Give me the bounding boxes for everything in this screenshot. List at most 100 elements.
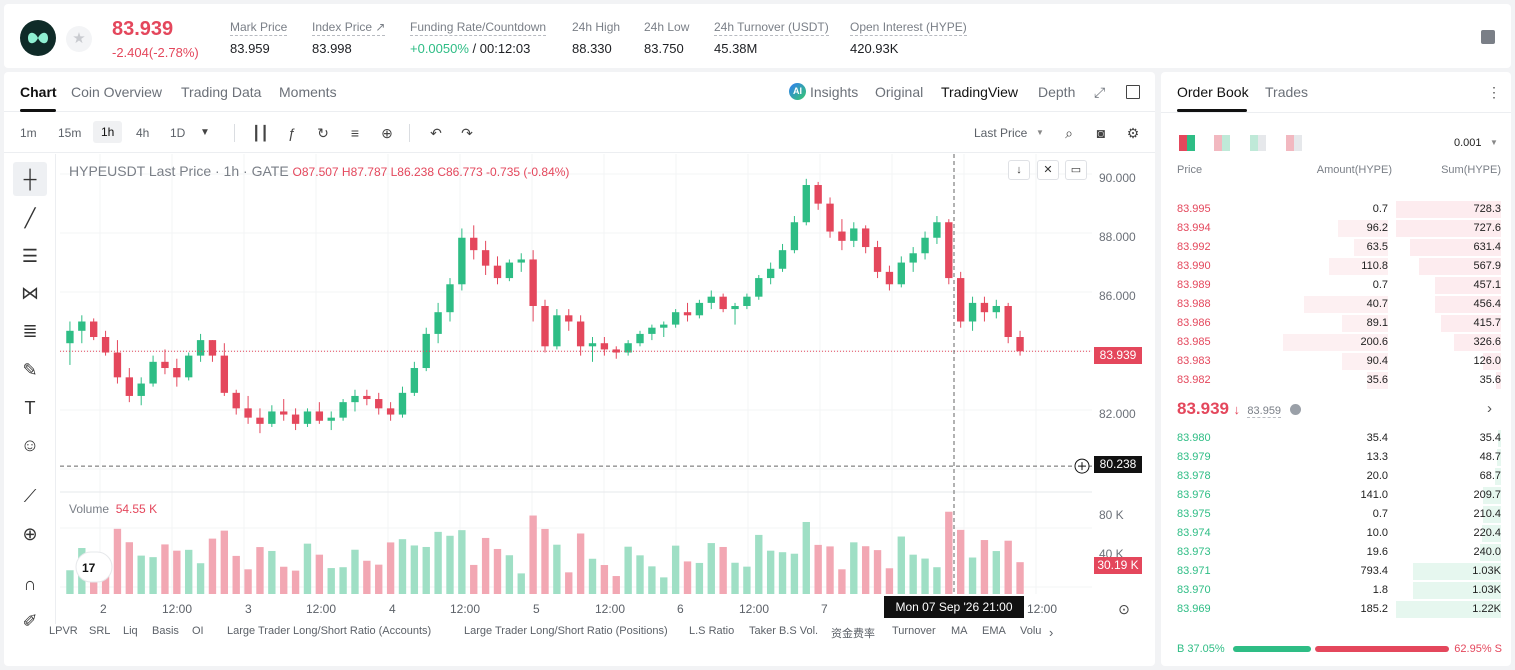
template-icon[interactable]: ≡ [350, 125, 360, 141]
ask-row[interactable]: 83.988 40.7 456.4 [1161, 295, 1511, 314]
indicator-item[interactable]: Liq [123, 625, 138, 637]
indicator-item[interactable]: OI [192, 625, 204, 637]
timeframe-1d[interactable]: 1D [170, 126, 186, 140]
collapse-icon[interactable]: ✕ [1037, 160, 1059, 180]
chevron-down-icon[interactable]: ▼ [1490, 138, 1498, 147]
ask-row[interactable]: 83.995 0.7 728.3 [1161, 200, 1511, 219]
stat-index-price[interactable]: Index Price ↗ 83.998 [312, 20, 386, 56]
bid-row[interactable]: 83.976 141.0 209.7 [1161, 486, 1511, 505]
indicator-item[interactable]: EMA [982, 625, 1006, 637]
tab-trades[interactable]: Trades [1265, 84, 1309, 100]
bid-row[interactable]: 83.975 0.7 210.4 [1161, 505, 1511, 524]
bid-row[interactable]: 83.970 1.8 1.03K [1161, 581, 1511, 600]
camera-icon[interactable]: ◙ [1096, 125, 1106, 141]
tab-moments[interactable]: Moments [279, 84, 337, 100]
horizontal-lines-icon[interactable]: ☰ [21, 246, 39, 266]
timeframe-1h[interactable]: 1h [93, 121, 123, 143]
indicator-item[interactable]: SRL [89, 625, 111, 637]
maximize-icon[interactable]: ▭ [1065, 160, 1087, 180]
tab-chart[interactable]: Chart [20, 84, 57, 100]
bid-row[interactable]: 83.971 793.4 1.03K [1161, 562, 1511, 581]
indicator-item[interactable]: L.S Ratio [689, 625, 735, 637]
ask-row[interactable]: 83.992 63.5 631.4 [1161, 238, 1511, 257]
timeframe-4h[interactable]: 4h [136, 126, 150, 140]
order-sum: 728.3 [1473, 203, 1501, 215]
mid-price-row[interactable]: 83.939 ↓ 83.959 [1177, 399, 1301, 419]
indicator-item[interactable]: Large Trader Long/Short Ratio (Accounts) [227, 625, 432, 637]
indicator-item[interactable]: Volu [1020, 625, 1042, 637]
view-both-icon[interactable] [1179, 135, 1195, 151]
indicator-item[interactable]: Basis [152, 625, 179, 637]
precision-select[interactable]: 0.001 [1454, 137, 1482, 149]
time-axis-settings-icon[interactable]: ⊙ [1118, 601, 1130, 617]
emoji-icon[interactable]: ☺ [20, 435, 40, 455]
ask-row[interactable]: 83.990 110.8 567.9 [1161, 257, 1511, 276]
ask-row[interactable]: 83.985 200.6 326.6 [1161, 333, 1511, 352]
chevron-down-icon[interactable]: ▼ [1036, 128, 1044, 137]
view-bids-icon[interactable] [1250, 135, 1266, 151]
favorite-star-icon[interactable]: ★ [66, 26, 92, 52]
tab-trading-data[interactable]: Trading Data [181, 84, 262, 100]
pattern-icon[interactable]: ⋈ [21, 283, 39, 303]
ask-row[interactable]: 83.994 96.2 727.6 [1161, 219, 1511, 238]
chevron-right-icon[interactable]: › [1487, 400, 1492, 417]
candle-body [992, 305, 1000, 313]
info-icon[interactable] [1289, 404, 1301, 415]
view-asks-icon[interactable] [1286, 135, 1302, 151]
bid-row[interactable]: 83.974 10.0 220.4 [1161, 524, 1511, 543]
crosshair-icon[interactable]: ┼ [13, 162, 47, 196]
indicator-item[interactable]: Turnover [892, 625, 936, 637]
timeframe-dropdown-icon[interactable]: ▼ [200, 127, 210, 138]
text-icon[interactable]: T [24, 398, 36, 418]
chevron-right-icon[interactable]: › [1049, 625, 1054, 640]
indicator-item[interactable]: 资金费率 [831, 628, 875, 640]
indicators-icon[interactable]: ƒ [288, 125, 296, 141]
candle-type-icon[interactable]: ┃┃ [252, 125, 269, 141]
trend-line-icon[interactable]: ╱ [24, 208, 36, 228]
replay-icon[interactable]: ↻ [317, 125, 329, 141]
indicator-item[interactable]: LPVR [49, 625, 78, 637]
indicator-item[interactable]: Taker B.S Vol. [749, 625, 819, 637]
tab-insights[interactable]: Insights [810, 84, 859, 100]
indicator-item[interactable]: MA [951, 625, 968, 637]
timeframe-15m[interactable]: 15m [58, 126, 82, 140]
scroll-down-icon[interactable]: ↓ [1008, 160, 1030, 180]
ruler-icon[interactable]: ⟋ [23, 486, 37, 506]
magnet-icon[interactable]: ∩ [23, 574, 37, 594]
undo-icon[interactable]: ↶ [430, 125, 442, 141]
tab-tradingview[interactable]: TradingView [941, 84, 1019, 100]
bid-row[interactable]: 83.969 185.2 1.22K [1161, 600, 1511, 619]
chart-toolbar: 1m 15m 1h 4h 1D ▼ ┃┃ ƒ ↻ ≡ ⊕ ↶ ↷ Last Pr… [4, 113, 1155, 153]
ask-row[interactable]: 83.986 89.1 415.7 [1161, 314, 1511, 333]
search-icon[interactable]: ⌕ [1065, 125, 1073, 141]
timeframe-1m[interactable]: 1m [20, 126, 37, 140]
bid-row[interactable]: 83.978 20.0 68.7 [1161, 467, 1511, 486]
indicator-item[interactable]: Large Trader Long/Short Ratio (Positions… [464, 625, 668, 637]
stat-24h-turnover: 24h Turnover (USDT) 45.38M [714, 20, 829, 56]
bid-row[interactable]: 83.979 13.3 48.7 [1161, 448, 1511, 467]
brush-icon[interactable]: ✎ [22, 360, 38, 380]
view-bids-asks-icon[interactable] [1214, 135, 1230, 151]
candlestick-chart[interactable]: 17 [60, 154, 1092, 594]
ask-row[interactable]: 83.982 35.6 35.6 [1161, 371, 1511, 390]
add-alert-icon[interactable]: ⊕ [381, 125, 393, 141]
last-price-select[interactable]: Last Price [974, 126, 1028, 140]
tab-order-book[interactable]: Order Book [1177, 84, 1249, 100]
volume-bar [909, 554, 917, 594]
tab-original[interactable]: Original [875, 84, 924, 100]
expand-icon[interactable]: ⤢ [1094, 84, 1106, 100]
tab-depth[interactable]: Depth [1038, 84, 1076, 100]
bid-row[interactable]: 83.973 19.6 240.0 [1161, 543, 1511, 562]
tab-coin-overview[interactable]: Coin Overview [71, 84, 163, 100]
ask-row[interactable]: 83.989 0.7 457.1 [1161, 276, 1511, 295]
fib-icon[interactable]: ≣ [22, 321, 38, 341]
settings-gear-icon[interactable]: ⚙ [1126, 125, 1140, 141]
lock-drawing-icon[interactable]: ✐ [22, 611, 38, 631]
window-icon[interactable] [1126, 85, 1140, 99]
redo-icon[interactable]: ↷ [461, 125, 473, 141]
bid-row[interactable]: 83.980 35.4 35.4 [1161, 429, 1511, 448]
zoom-in-icon[interactable]: ⊕ [22, 524, 38, 544]
more-menu-icon[interactable]: ⋮ [1487, 84, 1501, 100]
book-icon[interactable] [1481, 30, 1495, 44]
ask-row[interactable]: 83.983 90.4 126.0 [1161, 352, 1511, 371]
